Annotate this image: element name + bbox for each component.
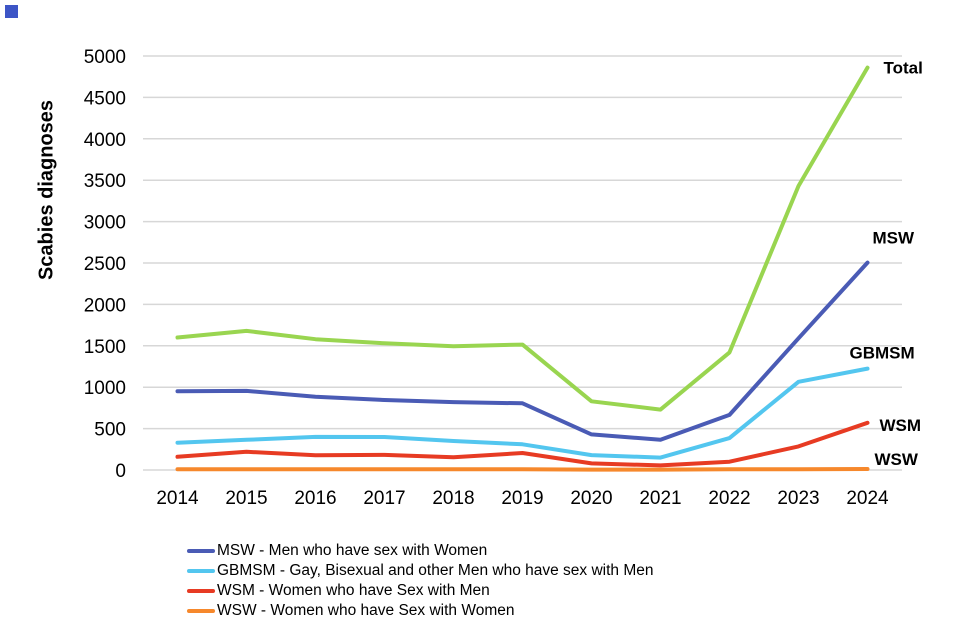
y-tick-label: 1500 bbox=[84, 337, 126, 358]
series-end-label-msw: MSW bbox=[873, 229, 916, 248]
series-end-label-wsw: WSW bbox=[875, 450, 919, 469]
y-tick-label: 3000 bbox=[84, 213, 126, 234]
y-tick-label: 3500 bbox=[84, 171, 126, 192]
corner-mark bbox=[5, 5, 18, 18]
x-tick-label: 2014 bbox=[156, 488, 199, 509]
x-tick-label: 2020 bbox=[570, 488, 612, 509]
legend-item: GBMSM - Gay, Bisexual and other Men who … bbox=[187, 561, 653, 581]
legend-label: GBMSM - Gay, Bisexual and other Men who … bbox=[217, 562, 654, 579]
x-tick-label: 2024 bbox=[846, 488, 889, 509]
series-end-label-wsm: WSM bbox=[880, 416, 922, 435]
x-tick-label: 2019 bbox=[501, 488, 543, 509]
series-line-wsm bbox=[175, 420, 870, 468]
legend: MSW - Men who have sex with Women GBMSM -… bbox=[187, 541, 653, 621]
y-tick-label: 4500 bbox=[84, 88, 126, 109]
series-line-total bbox=[175, 65, 870, 412]
legend-item: WSW - Women who have Sex with Women bbox=[187, 601, 653, 621]
series-end-label-total: Total bbox=[884, 59, 923, 78]
y-tick-label: 4000 bbox=[84, 130, 126, 151]
x-tick-label: 2021 bbox=[639, 488, 681, 509]
legend-swatch bbox=[187, 549, 215, 553]
y-tick-label: 0 bbox=[115, 461, 126, 482]
legend-item: WSM - Women who have Sex with Men bbox=[187, 581, 653, 601]
legend-swatch bbox=[187, 569, 215, 573]
series-line-wsw bbox=[175, 467, 870, 472]
y-tick-label: 5000 bbox=[84, 47, 126, 68]
y-tick-label: 2000 bbox=[84, 295, 126, 316]
legend-label: WSM - Women who have Sex with Men bbox=[217, 582, 490, 599]
y-tick-label: 500 bbox=[94, 420, 126, 441]
legend-swatch bbox=[187, 589, 215, 593]
y-tick-label: 2500 bbox=[84, 254, 126, 275]
series-line-msw bbox=[175, 260, 870, 442]
legend-item: MSW - Men who have sex with Women bbox=[187, 541, 653, 561]
x-tick-label: 2018 bbox=[432, 488, 474, 509]
legend-label: MSW - Men who have sex with Women bbox=[217, 542, 488, 559]
x-tick-label: 2017 bbox=[363, 488, 405, 509]
x-tick-label: 2016 bbox=[294, 488, 336, 509]
y-axis-label-text: Scabies diagnoses bbox=[35, 99, 58, 281]
x-tick-label: 2015 bbox=[225, 488, 267, 509]
x-tick-label: 2023 bbox=[777, 488, 819, 509]
legend-swatch bbox=[187, 609, 215, 613]
series-line-gbmsm bbox=[175, 366, 870, 460]
y-axis-label: Scabies diagnoses bbox=[36, 100, 59, 280]
legend-label: WSW - Women who have Sex with Women bbox=[217, 602, 515, 619]
y-tick-label: 1000 bbox=[84, 378, 126, 399]
series-end-label-gbmsm: GBMSM bbox=[850, 344, 915, 363]
x-tick-label: 2022 bbox=[708, 488, 750, 509]
